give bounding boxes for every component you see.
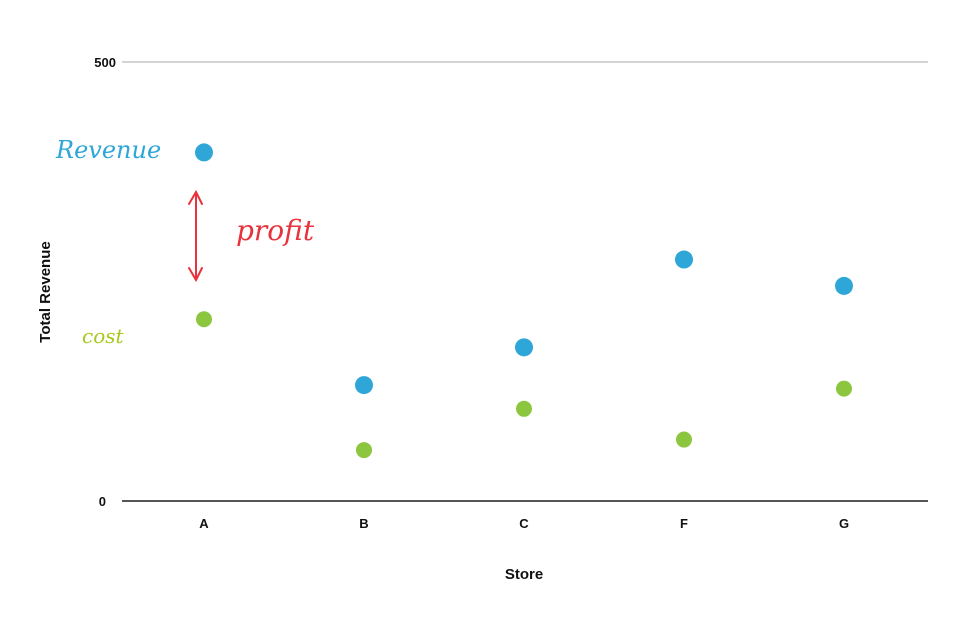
cost-point-b	[356, 442, 372, 459]
revenue-point-g	[835, 276, 853, 295]
revenue-point-c	[515, 338, 533, 357]
revenue-point-b	[355, 376, 373, 395]
profit-annotation: profit	[236, 214, 315, 247]
cost-point-c	[516, 400, 532, 417]
revenue-point-a	[195, 143, 213, 162]
revenue-annotation: Revenue	[55, 136, 161, 164]
y-axis-title: Total Revenue	[37, 241, 54, 342]
cost-point-f	[676, 431, 692, 448]
x-tick-label-a: A	[199, 516, 209, 531]
y-tick-label-500: 500	[94, 55, 116, 70]
profit-arrow	[188, 189, 203, 283]
x-tick-labels: A B C F G	[199, 516, 849, 531]
x-tick-label-f: F	[680, 516, 688, 531]
cost-annotation: cost	[82, 324, 125, 348]
x-tick-label-c: C	[519, 516, 529, 531]
x-tick-label-b: B	[359, 516, 368, 531]
y-tick-label-0: 0	[99, 494, 106, 509]
revenue-point-f	[675, 250, 693, 269]
cost-point-g	[836, 380, 852, 397]
x-axis-title: Store	[505, 566, 543, 583]
x-tick-label-g: G	[839, 516, 849, 531]
data-points	[195, 143, 853, 459]
cost-point-a	[196, 311, 212, 328]
